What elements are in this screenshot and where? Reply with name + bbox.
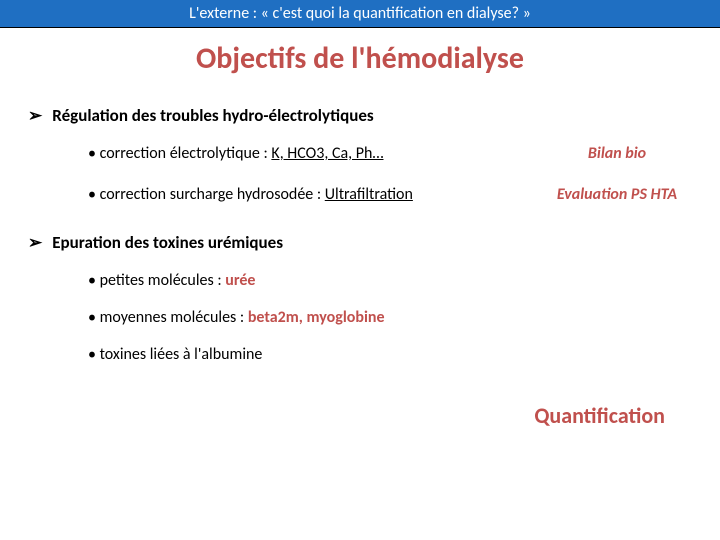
section2-item-1-highlight: beta2m, myoglobine xyxy=(248,308,385,327)
section2-item-0-highlight: urée xyxy=(225,271,255,290)
section1-item-0-annot: Bilan bio xyxy=(542,144,692,163)
header-bar: L'externe : « c'est quoi la quantificati… xyxy=(0,0,720,28)
section2-item-1-prefix: • moyennes molécules : xyxy=(88,308,248,327)
slide-title: Objectifs de l'hémodialyse xyxy=(0,40,720,77)
section2-item-2: • toxines liées à l'albumine xyxy=(88,345,692,364)
section1-item-1-text: • correction surcharge hydrosodée : Ultr… xyxy=(88,185,542,204)
section1-item-1-prefix: • correction surcharge hydrosodée : xyxy=(88,185,325,204)
section1-item-1-suffix: Ultrafiltration xyxy=(325,185,413,204)
section2-heading: Epuration des toxines urémiques xyxy=(28,232,692,253)
slide: L'externe : « c'est quoi la quantificati… xyxy=(0,0,720,540)
section1-item-0-prefix: • correction électrolytique : xyxy=(88,144,271,163)
section2-item-0: • petites molécules : urée xyxy=(88,271,692,290)
section1-item-1-annot: Evaluation PS HTA xyxy=(542,185,692,204)
section1-heading: Régulation des troubles hydro-électrolyt… xyxy=(28,105,692,126)
section1-item-0: • correction électrolytique : K, HCO3, C… xyxy=(88,144,692,163)
section2-item-1: • moyennes molécules : beta2m, myoglobin… xyxy=(88,308,692,327)
section2-annot: Quantification xyxy=(534,402,665,429)
section2-item-0-prefix: • petites molécules : xyxy=(88,271,225,290)
section1-item-0-suffix: K, HCO3, Ca, Ph… xyxy=(271,144,383,163)
section1-item-1: • correction surcharge hydrosodée : Ultr… xyxy=(88,185,692,204)
section2-item-2-prefix: • toxines liées à l'albumine xyxy=(88,345,262,364)
section1-item-0-text: • correction électrolytique : K, HCO3, C… xyxy=(88,144,542,163)
content: Régulation des troubles hydro-électrolyt… xyxy=(0,105,720,364)
section2: Epuration des toxines urémiques • petite… xyxy=(28,232,692,364)
